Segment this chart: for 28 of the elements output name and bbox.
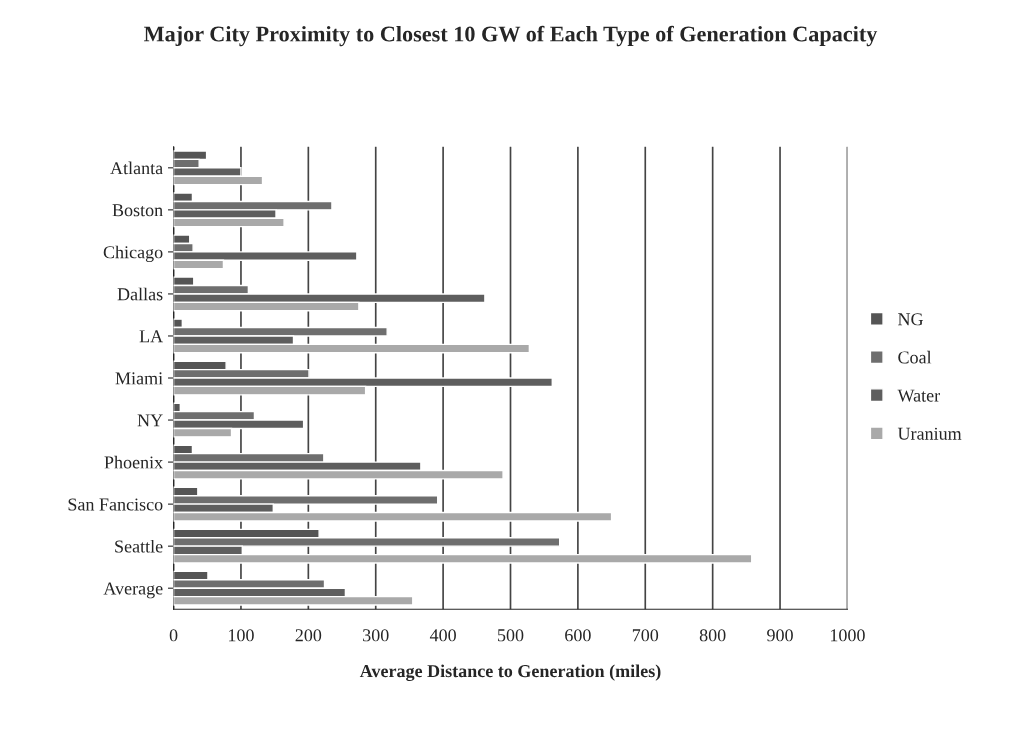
legend-label: Water — [897, 389, 940, 402]
legend-label: Coal — [898, 350, 932, 364]
y-tick-label: LA — [139, 330, 164, 343]
y-tick-label: NY — [137, 414, 163, 427]
y-tick-label: San Fancisco — [68, 498, 163, 511]
y-tick-label: Miami — [115, 372, 163, 385]
x-tick-label: 700 — [632, 629, 659, 642]
y-tick-label: Average — [103, 582, 163, 599]
y-tick-label: Seattle — [115, 539, 163, 553]
x-tick-label: 800 — [699, 629, 726, 642]
x-tick-label: 200 — [295, 629, 322, 642]
x-tick-label: 600 — [565, 629, 591, 642]
x-tick-label: 900 — [767, 629, 793, 642]
x-tick-label: 0 — [169, 629, 178, 642]
y-tick-label: Phoenix — [104, 455, 163, 469]
x-axis-title: Average Distance to Generation (miles) — [359, 664, 661, 681]
x-tick-label: 100 — [229, 629, 254, 642]
x-tick-label: 500 — [498, 629, 524, 642]
x-tick-label: 400 — [429, 629, 456, 642]
y-tick-label: Boston — [112, 204, 163, 217]
legend-label: Uranium — [897, 427, 962, 440]
legend-label: NG — [898, 313, 924, 326]
y-tick-label: Atlanta — [110, 161, 163, 175]
x-tick-label: 300 — [363, 629, 389, 642]
x-tick-label: 1000 — [830, 629, 865, 642]
chart-title: Major City Proximity to Closest 10 GW of Each Type of Generation Capacity — [144, 25, 878, 47]
y-tick-label: Chicago — [103, 245, 163, 263]
y-tick-label: Dallas — [117, 287, 163, 301]
